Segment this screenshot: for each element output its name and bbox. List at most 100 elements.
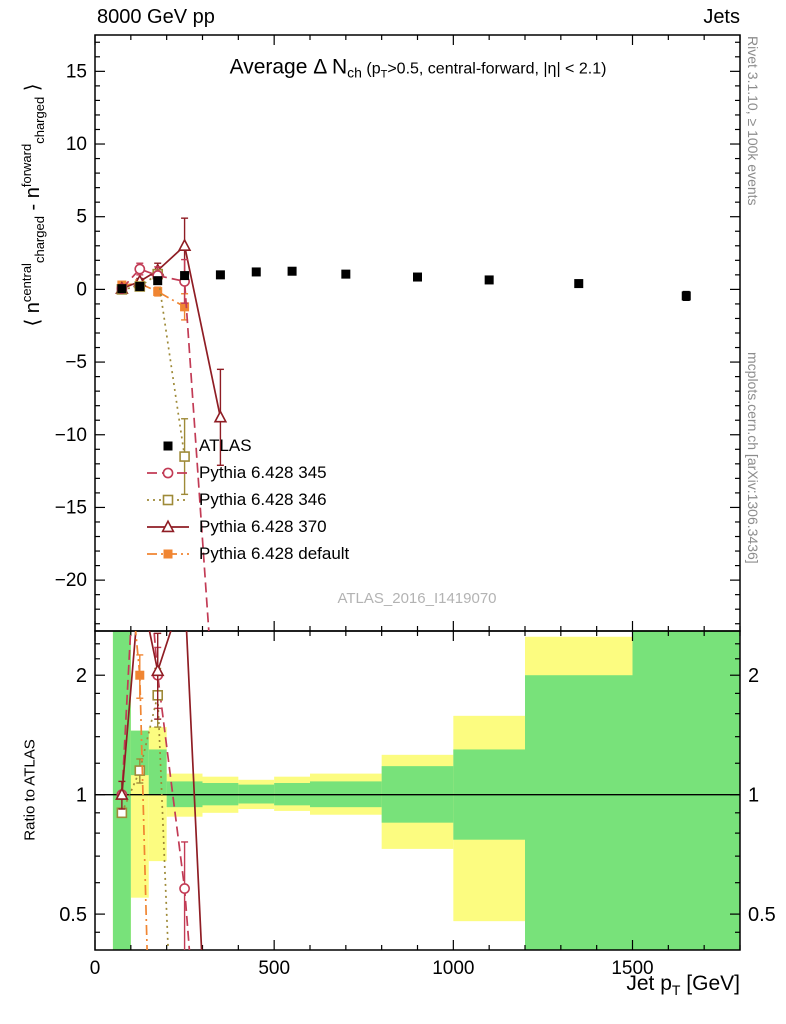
series-pythia-6-428-370-ratio [115, 578, 203, 950]
beam-energy-label: 8000 GeV pp [97, 6, 215, 28]
axis-tick-label: 0.5 [748, 904, 776, 926]
legend-item: Pythia 6.428 370 [145, 513, 349, 540]
rivet-version-note: Rivet 3.1.10, ≥ 100k events [745, 36, 761, 206]
axis-tick-label: 0 [76, 279, 87, 300]
ylabel-open: ⟨ n [21, 302, 44, 327]
data-point-marker [135, 281, 145, 291]
legend-label: Pythia 6.428 346 [199, 489, 327, 509]
xtitle-main: Jet p [626, 972, 672, 995]
data-point-marker [215, 270, 225, 280]
axis-tick-label: 1000 [432, 958, 474, 979]
axis-tick-label: 1 [748, 785, 759, 807]
axis-tick-label: 1500 [611, 958, 653, 979]
title-nch-sub: ch [347, 64, 362, 81]
x-axis-title: Jet pT [GeV] [626, 972, 740, 998]
legend-label: Pythia 6.428 370 [199, 516, 327, 536]
data-point-marker [135, 670, 145, 680]
ylabel-close: ⟩ [21, 83, 44, 97]
axis-tick-label: 15 [66, 61, 87, 82]
data-point-marker [134, 578, 145, 588]
legend-label: ATLAS [199, 435, 252, 455]
legend-marker-sample [147, 549, 189, 558]
data-point-marker [179, 583, 190, 593]
title-paren-open: (p [361, 60, 381, 78]
main-y-axis-label: ⟨ ncentralcharged - nforwardcharged ⟩ [19, 83, 47, 326]
axis-ticks [94, 35, 741, 950]
title-pt-sub: T [380, 68, 388, 81]
data-point-marker [213, 409, 228, 423]
axis-tick-label: −20 [55, 570, 87, 591]
data-point-marker [681, 291, 691, 301]
data-point-marker [287, 266, 297, 276]
axis-tick-label: 2 [76, 665, 87, 687]
axis-tick-label: 500 [258, 958, 290, 979]
axis-tick-label: 2 [748, 665, 759, 687]
ylabel-sub1: charged [31, 216, 47, 264]
analysis-id-watermark: ATLAS_2016_I1419070 [337, 590, 497, 607]
legend-item: Pythia 6.428 345 [145, 459, 349, 486]
ylabel-sup1: central [19, 263, 35, 303]
legend-label: Pythia 6.428 345 [199, 462, 327, 482]
ylabel-mid: - n [21, 187, 44, 217]
data-point-marker [134, 765, 146, 776]
title-main: Average [229, 55, 314, 79]
data-point-marker [180, 302, 190, 312]
axis-tick-labels: 15 10 5 0 −5 −10 −15 −20 2 2 1 1 0.5 0.5 0 500 1000 1500 [55, 61, 776, 979]
axis-tick-label: 1 [76, 785, 87, 807]
data-point-marker [115, 787, 129, 800]
axis-tick-label: −15 [55, 497, 87, 518]
legend-item: Pythia 6.428 default [145, 540, 349, 567]
title-delta: Δ [313, 55, 327, 79]
analysis-group-label: Jets [703, 6, 740, 28]
data-point-marker [117, 284, 127, 294]
data-point-marker [150, 663, 165, 677]
axis-tick-label: 0.5 [59, 904, 87, 926]
axis-tick-label: 10 [66, 134, 87, 155]
band-green [148, 749, 167, 795]
data-point-marker [180, 271, 190, 281]
title-paren-rest: >0.5, central-forward, |η| < 2.1) [387, 60, 607, 78]
mcplots-reference-note: mcplots.cern.ch [arXiv:1306.3436] [745, 352, 761, 564]
legend: ATLAS Pythia 6.428 345 Pythia 6.428 346 Pyt… [145, 432, 349, 567]
data-point-marker [251, 267, 261, 277]
xtitle-unit: [GeV] [680, 972, 740, 995]
legend-item: ATLAS [145, 432, 349, 459]
title-nch: N [326, 55, 348, 79]
series-line [121, 695, 170, 950]
band-green [525, 675, 633, 950]
data-point-marker [153, 287, 163, 297]
main-panel-series [115, 217, 691, 631]
data-point-marker [117, 481, 126, 490]
data-point-marker [134, 263, 146, 275]
legend-item: Pythia 6.428 346 [145, 486, 349, 513]
data-point-marker [574, 279, 584, 289]
data-point-marker [177, 238, 192, 251]
axis-tick-label: −10 [55, 425, 87, 446]
series-pythia-6-428-default [117, 279, 190, 321]
axis-tick-label: 5 [76, 207, 87, 228]
plot-title: Average Δ Nch (pT>0.5, central-forward, … [230, 55, 607, 80]
data-point-marker [413, 272, 422, 282]
legend-marker-sample [147, 518, 189, 532]
data-point-marker [153, 276, 163, 286]
legend-marker-sample [163, 441, 173, 450]
series-pythia-6-428-370 [115, 217, 228, 466]
data-point-marker [341, 269, 351, 279]
ratio-panel-series [115, 481, 203, 950]
axis-tick-label: 0 [90, 958, 101, 979]
ratio-y-axis-label: Ratio to ATLAS [21, 739, 39, 841]
legend-marker-sample [147, 494, 189, 505]
band-green [632, 631, 740, 950]
series-pythia-6-428-default-ratio [117, 481, 148, 950]
axis-tick-label: −5 [65, 352, 87, 373]
ylabel-sup2: forward [19, 143, 35, 188]
xtitle-sub: T [671, 982, 681, 999]
ratio-uncertainty-bands [95, 631, 740, 950]
data-point-marker [484, 275, 494, 285]
legend-label: Pythia 6.428 default [199, 543, 350, 563]
ylabel-sub2: charged [31, 96, 47, 144]
series-line [121, 272, 186, 457]
band-green [130, 730, 149, 776]
